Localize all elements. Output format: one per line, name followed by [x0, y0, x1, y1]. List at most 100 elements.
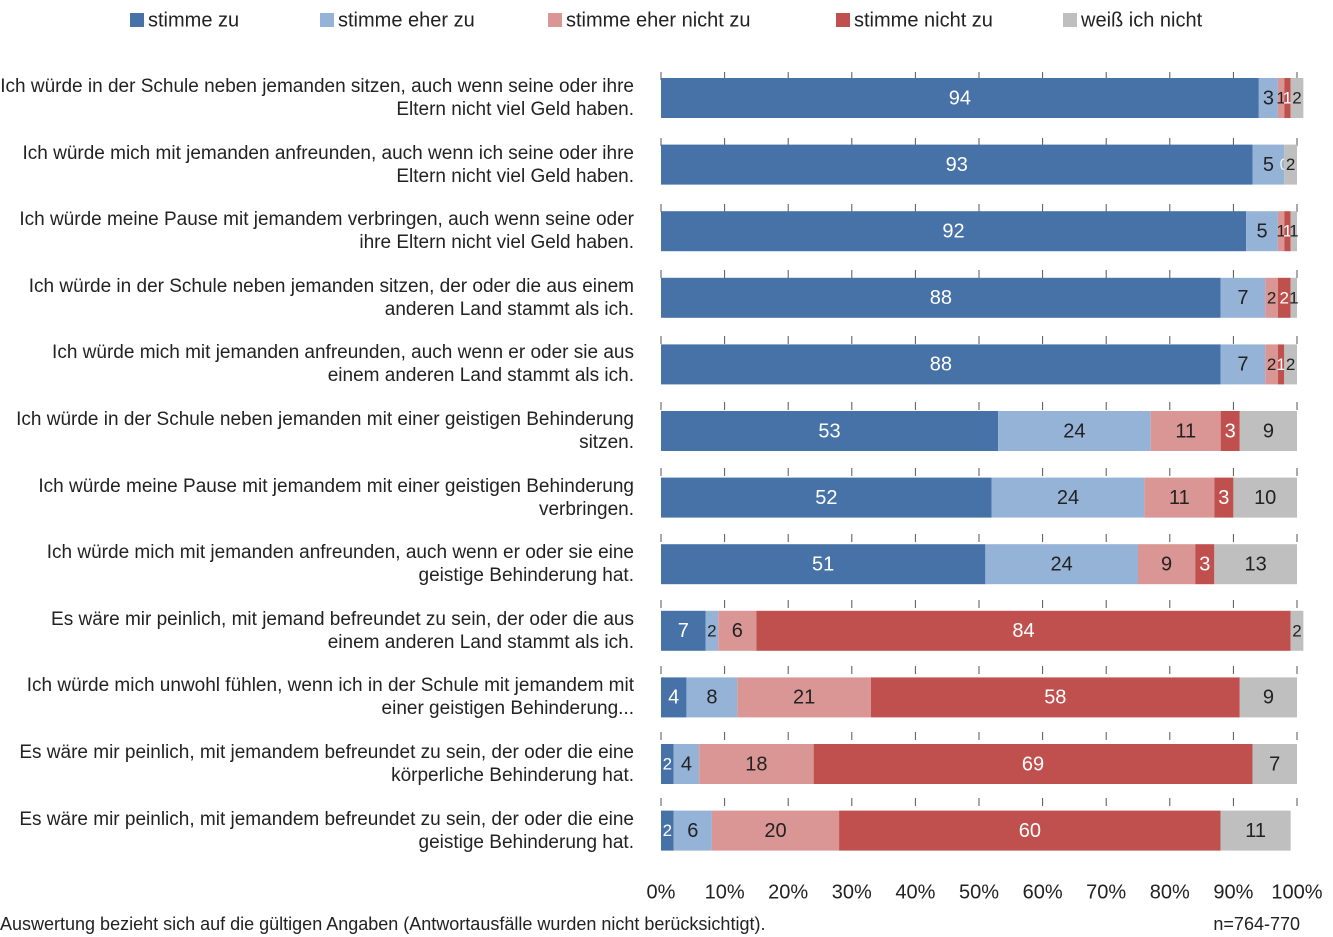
data-label: 2: [663, 821, 672, 840]
data-label: 5: [1263, 154, 1274, 176]
bar-segment: [1195, 544, 1215, 585]
bar-segment: [839, 810, 1221, 851]
legend-swatch: [320, 13, 334, 27]
legend-label: stimme zu: [148, 9, 239, 31]
bar-segment: [661, 411, 999, 451]
data-label: 7: [1237, 287, 1248, 309]
bar-segment: [1150, 411, 1221, 451]
bar-segment: [661, 744, 674, 784]
bar-segment: [1284, 211, 1291, 252]
data-label: 93: [946, 154, 968, 176]
category-label: Ich würde meine Pause mit jemandem verbr…: [19, 209, 634, 254]
data-label: 13: [1245, 553, 1267, 575]
legend-swatch: [130, 13, 144, 27]
bar-segment: [1284, 344, 1297, 385]
data-label: 2: [663, 754, 672, 773]
bar-segment: [1220, 411, 1240, 451]
data-label: 88: [930, 354, 952, 376]
bar-segment: [813, 744, 1253, 784]
data-label: 21: [793, 687, 815, 709]
x-tick-label: 20%: [768, 881, 808, 903]
data-label: 24: [1051, 553, 1073, 575]
category-label: Ich würde mich mit jemanden anfreunden, …: [52, 342, 634, 387]
data-label: 9: [1161, 553, 1172, 575]
bar-segment: [1277, 277, 1291, 318]
bar-segment: [661, 477, 992, 518]
bar-segment: [1233, 477, 1297, 518]
category-label: Ich würde meine Pause mit jemandem mit e…: [38, 475, 634, 520]
data-label: 1: [1276, 222, 1285, 241]
data-label: 3: [1263, 87, 1274, 109]
bar-segment: [711, 810, 840, 851]
category-label: Es wäre mir peinlich, mit jemandem befre…: [19, 808, 634, 853]
bar-segment: [1220, 277, 1266, 318]
data-label: 2: [707, 621, 716, 640]
data-label: 5: [1256, 220, 1267, 242]
x-tick-label: 50%: [959, 881, 999, 903]
bar-segment: [998, 411, 1151, 451]
bar-segment: [705, 610, 719, 651]
bar-segment: [1290, 277, 1297, 318]
legend-label: stimme eher nicht zu: [566, 9, 751, 31]
bar-segment: [661, 610, 706, 651]
bar-segment: [1252, 144, 1285, 185]
category-label: Ich würde mich mit jemanden anfreunden, …: [46, 542, 634, 587]
data-label: 58: [1044, 687, 1066, 709]
bar-segment: [1144, 477, 1215, 518]
data-label: 2: [1292, 621, 1301, 640]
bar-segment: [1265, 344, 1278, 385]
data-label: 51: [812, 553, 834, 575]
category-label: Ich würde in der Schule neben jemanden s…: [28, 275, 634, 320]
bar-segment: [991, 477, 1145, 518]
data-label: 20: [764, 820, 786, 842]
bar-segment: [1290, 78, 1304, 118]
bar-segment: [1258, 78, 1278, 118]
bar-segment: [1239, 677, 1297, 718]
bar-segment: [661, 78, 1259, 118]
data-label: 69: [1022, 753, 1044, 775]
bar-segment: [1290, 610, 1304, 651]
data-label: 3: [1199, 553, 1210, 575]
bar-segment: [1220, 810, 1291, 851]
data-label: 7: [1269, 753, 1280, 775]
data-label: 11: [1169, 487, 1190, 509]
x-tick-label: 100%: [1271, 881, 1322, 903]
bar-segment: [1277, 78, 1285, 118]
data-label: 2: [1280, 288, 1289, 307]
data-label: 6: [687, 820, 698, 842]
bar-segment: [686, 677, 738, 718]
data-label: 24: [1063, 420, 1085, 442]
data-label: 4: [681, 753, 692, 775]
bar-segment: [718, 610, 757, 651]
bar-segment: [1252, 744, 1297, 784]
data-label: 8: [706, 687, 717, 709]
bar-segment: [1290, 211, 1297, 252]
data-label: 3: [1225, 420, 1236, 442]
legend-swatch: [548, 13, 562, 27]
data-label: 52: [815, 487, 837, 509]
data-label: 3: [1218, 487, 1229, 509]
x-tick-label: 40%: [895, 881, 935, 903]
x-tick-label: 30%: [832, 881, 872, 903]
x-tick-label: 90%: [1213, 881, 1253, 903]
bar-segment: [756, 610, 1291, 651]
data-label: 11: [1175, 420, 1196, 442]
data-label: 9: [1263, 687, 1274, 709]
x-tick-label: 70%: [1086, 881, 1126, 903]
bar-segment: [1277, 211, 1285, 252]
category-label: Es wäre mir peinlich, mit jemand befreun…: [51, 608, 634, 653]
legend-label: stimme eher zu: [338, 9, 475, 31]
bar-segment: [661, 544, 986, 585]
bar-segment: [1214, 544, 1297, 585]
bar-segment: [1220, 344, 1266, 385]
bar-segment: [673, 744, 700, 784]
data-label: 1: [1276, 355, 1285, 374]
bar-segment: [661, 344, 1221, 385]
data-label: 84: [1012, 620, 1034, 642]
bar-segment: [1239, 411, 1297, 451]
data-label: 2: [1286, 355, 1295, 374]
data-label: 2: [1292, 88, 1301, 107]
bar-segment: [1284, 78, 1291, 118]
data-label: 1: [1283, 88, 1292, 107]
